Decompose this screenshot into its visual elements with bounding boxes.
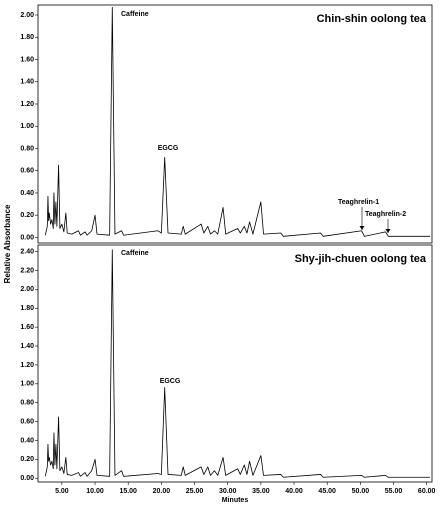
- y-tick-label: 1.00: [20, 381, 34, 388]
- y-tick-label: 0.40: [20, 190, 34, 197]
- arrow-head: [359, 226, 365, 230]
- y-tick-label: 1.60: [20, 56, 34, 63]
- x-tick-label: 45.00: [318, 488, 336, 495]
- plot-frame: [37, 4, 433, 244]
- y-tick-label: 2.40: [20, 248, 34, 255]
- x-tick-label: 5.00: [55, 488, 69, 495]
- y-tick-label: 1.00: [20, 123, 34, 130]
- y-tick-label: 1.40: [20, 343, 34, 350]
- y-tick-label: 1.60: [20, 324, 34, 331]
- y-tick-label: 0.60: [20, 418, 34, 425]
- y-tick-label: 1.80: [20, 34, 34, 41]
- annotation: Teaghrelin-1: [338, 199, 379, 206]
- panel-title: Shy-jih-chuen oolong tea: [295, 253, 427, 265]
- x-tick-label: 25.00: [186, 488, 204, 495]
- y-tick-label: 0.80: [20, 145, 34, 152]
- panel-title: Chin-shin oolong tea: [317, 13, 427, 25]
- x-tick-label: 60.00: [418, 488, 436, 495]
- y-tick-label: 0.60: [20, 168, 34, 175]
- plot-frame: [37, 244, 433, 483]
- x-tick-label: 30.00: [219, 488, 237, 495]
- arrow-head: [385, 229, 391, 233]
- y-tick-label: 1.20: [20, 101, 34, 108]
- x-tick-label: 40.00: [285, 488, 303, 495]
- annotation: Caffeine: [121, 11, 149, 18]
- y-tick-label: 1.40: [20, 79, 34, 86]
- y-tick-label: 2.00: [20, 12, 34, 19]
- annotation: Caffeine: [121, 250, 149, 257]
- y-tick-label: 2.20: [20, 267, 34, 274]
- x-tick-label: 20.00: [153, 488, 171, 495]
- y-tick-label: 0.00: [20, 234, 34, 241]
- x-axis-label: Minutes: [222, 497, 249, 504]
- annotation: Teaghrelin-2: [365, 211, 406, 218]
- y-tick-label: 0.20: [20, 456, 34, 463]
- x-tick-label: 35.00: [252, 488, 270, 495]
- x-tick-label: 10.00: [86, 488, 104, 495]
- trace: [44, 249, 431, 478]
- trace: [44, 6, 431, 237]
- y-tick-label: 0.80: [20, 400, 34, 407]
- annotation: EGCG: [158, 145, 179, 152]
- y-tick-label: 1.80: [20, 305, 34, 312]
- annotation: EGCG: [160, 378, 181, 385]
- x-tick-label: 55.00: [385, 488, 403, 495]
- y-tick-label: 1.20: [20, 362, 34, 369]
- y-axis-label: Relative Absorbance: [3, 204, 12, 283]
- x-tick-label: 15.00: [119, 488, 137, 495]
- y-tick-label: 0.20: [20, 212, 34, 219]
- y-tick-label: 2.00: [20, 286, 34, 293]
- y-tick-label: 0.40: [20, 437, 34, 444]
- y-tick-label: 0.00: [20, 475, 34, 482]
- x-tick-label: 50.00: [352, 488, 370, 495]
